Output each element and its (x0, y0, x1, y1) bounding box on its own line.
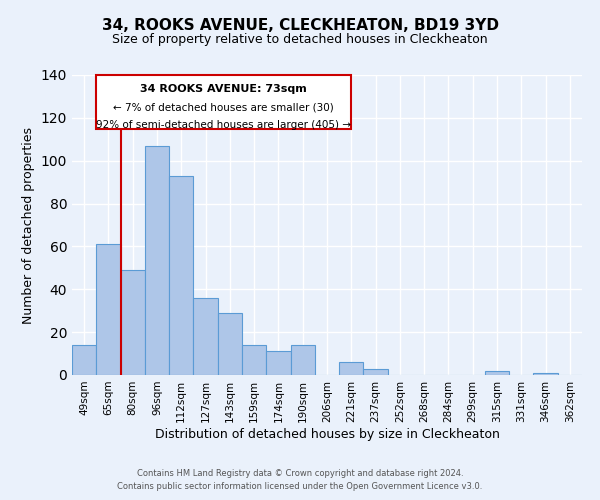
Bar (145, 146, 169, 375)
Bar (218, 313, 242, 375)
Bar (364, 368, 388, 375)
Text: 34, ROOKS AVENUE, CLECKHEATON, BD19 3YD: 34, ROOKS AVENUE, CLECKHEATON, BD19 3YD (101, 18, 499, 32)
Text: 92% of semi-detached houses are larger (405) →: 92% of semi-detached houses are larger (… (96, 120, 351, 130)
X-axis label: Distribution of detached houses by size in Cleckheaton: Distribution of detached houses by size … (155, 428, 499, 440)
Bar (72, 345, 96, 375)
Bar (266, 352, 290, 375)
Bar (96, 244, 121, 375)
Text: Size of property relative to detached houses in Cleckheaton: Size of property relative to detached ho… (112, 32, 488, 46)
FancyBboxPatch shape (96, 75, 351, 128)
Bar (485, 370, 509, 375)
Bar (121, 270, 145, 375)
Text: 34 ROOKS AVENUE: 73sqm: 34 ROOKS AVENUE: 73sqm (140, 84, 307, 94)
Text: Contains public sector information licensed under the Open Government Licence v3: Contains public sector information licen… (118, 482, 482, 491)
Bar (193, 298, 218, 375)
Bar (339, 362, 364, 375)
Text: ← 7% of detached houses are smaller (30): ← 7% of detached houses are smaller (30) (113, 103, 334, 113)
Text: Contains HM Land Registry data © Crown copyright and database right 2024.: Contains HM Land Registry data © Crown c… (137, 468, 463, 477)
Bar (533, 373, 558, 375)
Y-axis label: Number of detached properties: Number of detached properties (22, 126, 35, 324)
Bar (290, 345, 315, 375)
Bar (242, 345, 266, 375)
Bar (169, 176, 193, 375)
